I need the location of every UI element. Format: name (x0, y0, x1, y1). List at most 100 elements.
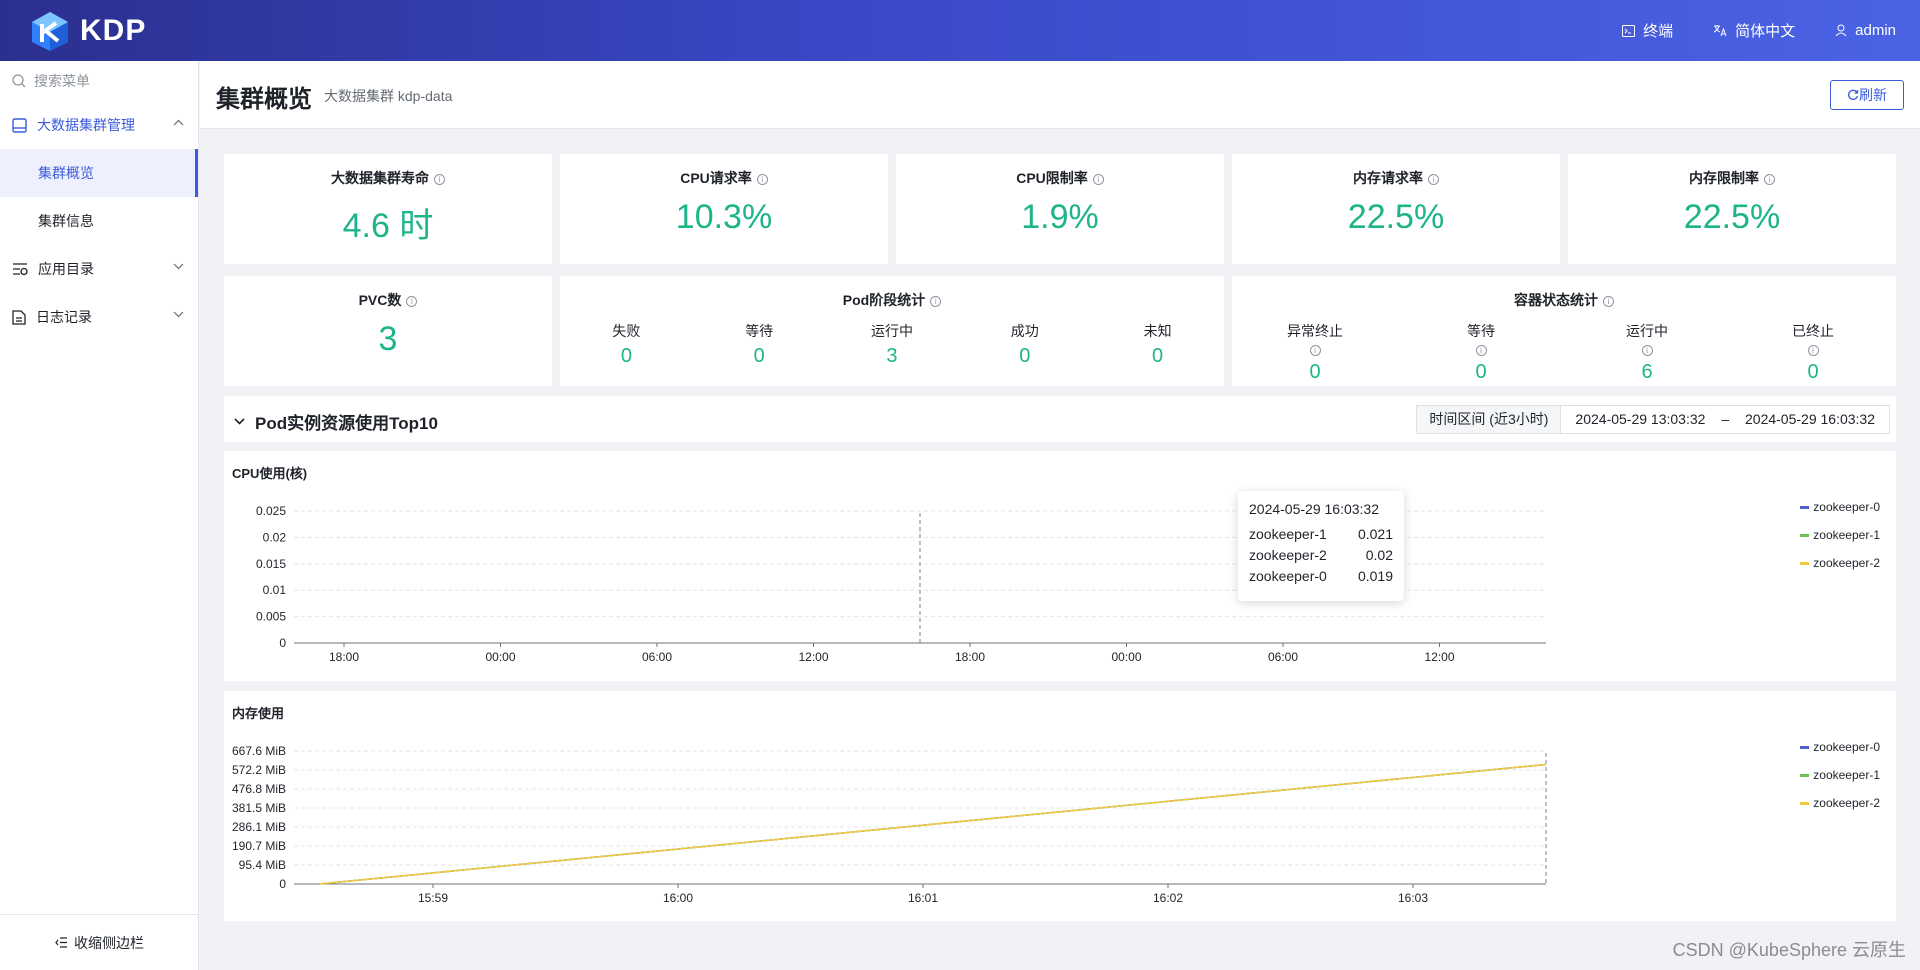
metric-card-memory-limit: 内存限制率 i 22.5% (1568, 154, 1896, 264)
page-header: 集群概览 大数据集群 kdp-data 刷新 (200, 61, 1920, 129)
legend-item[interactable]: zookeeper-1 (1800, 521, 1880, 549)
time-range-label[interactable]: 时间区间 (近3小时) (1417, 406, 1562, 433)
menu-group-app-catalog[interactable]: 应用目录 (0, 245, 198, 293)
info-icon[interactable]: i (756, 174, 768, 185)
menu-group-logs[interactable]: 日志记录 (0, 293, 198, 341)
legend-item[interactable]: zookeeper-2 (1800, 549, 1880, 577)
y-tick-label: 0.01 (263, 583, 287, 597)
y-tick-label: 190.7 MiB (232, 839, 286, 853)
refresh-label: 刷新 (1859, 87, 1887, 103)
sidebar-item-cluster-overview[interactable]: 集群概览 (0, 149, 198, 197)
user-label: admin (1855, 22, 1896, 39)
y-tick-label: 0.005 (256, 610, 286, 624)
legend-item[interactable]: zookeeper-0 (1800, 733, 1880, 761)
top10-title: Pod实例资源使用Top10 (255, 414, 438, 433)
y-tick-label: 0.025 (256, 504, 286, 518)
legend-label: zookeeper-2 (1813, 796, 1880, 810)
metric-value: 22.5% (1683, 198, 1781, 236)
stat-value: 0 (753, 345, 765, 367)
y-tick-label: 0 (279, 877, 286, 891)
metric-title: 容器状态统计 i (1232, 290, 1896, 310)
container-stat-waiting: 等待 i 0 (1426, 321, 1536, 384)
log-icon (12, 309, 26, 325)
time-range-value[interactable]: 2024-05-29 13:03:32 – 2024-05-29 16:03:3… (1561, 406, 1889, 433)
info-icon[interactable]: i (434, 174, 445, 185)
stat-label: 等待 (745, 323, 774, 339)
x-tick-label: 16:03 (1398, 891, 1428, 905)
stat-value: 0 (1152, 345, 1164, 367)
legend-item[interactable]: zookeeper-2 (1800, 789, 1880, 817)
menu-group-cluster-management[interactable]: 大数据集群管理 (0, 101, 198, 149)
stat-label: 运行中 (870, 323, 913, 339)
chevron-down-icon (173, 311, 184, 318)
metric-value: 4.6 时 (342, 207, 434, 245)
cluster-icon (12, 117, 27, 133)
legend-item[interactable]: zookeeper-0 (1800, 493, 1880, 521)
metric-card-pvc: PVC数 i 3 (224, 276, 552, 386)
sidebar-item-label: 集群概览 (38, 165, 94, 181)
legend-item[interactable]: zookeeper-1 (1800, 761, 1880, 789)
metric-title: PVC数 i (224, 290, 552, 310)
legend-label: zookeeper-2 (1813, 556, 1880, 570)
x-tick-label: 12:00 (798, 650, 828, 664)
menu-group-label: 日志记录 (36, 309, 92, 325)
sidebar: 大数据集群管理 集群概览 集群信息 应用目录 日志记录 收缩侧边栏 (0, 61, 199, 970)
tooltip-series-value: 0.02 (1365, 547, 1393, 563)
metric-card-cpu-request: CPU请求率 i 10.3% (560, 154, 888, 264)
stat-value: 0 (620, 345, 632, 367)
page-subtitle: 大数据集群 kdp-data (324, 88, 453, 104)
x-tick-label: 00:00 (1111, 650, 1141, 664)
collapse-icon (55, 937, 67, 948)
metric-value: 1.9% (1021, 198, 1099, 236)
stat-label: 运行中 (1626, 323, 1668, 339)
info-icon[interactable]: i (1092, 174, 1104, 185)
time-separator: – (1721, 411, 1730, 427)
cpu-usage-chart: 0.025 0.02 0.015 0.01 0.005 0 18:00 00:00 06:00 1… (256, 504, 1546, 664)
info-icon[interactable]: i (1428, 174, 1439, 185)
legend-label: zookeeper-0 (1813, 500, 1880, 514)
info-icon[interactable]: i (930, 296, 942, 307)
info-icon[interactable]: i (1475, 345, 1487, 356)
info-icon[interactable]: i (1807, 345, 1819, 356)
metric-title: 内存请求率 i (1232, 168, 1560, 188)
info-icon[interactable]: i (1603, 296, 1614, 307)
info-icon[interactable]: i (1309, 345, 1321, 356)
top10-toggle[interactable]: Pod实例资源使用Top10 (234, 409, 438, 434)
stat-value: 0 (1807, 361, 1819, 383)
pod-stat-failed: 失败 0 (571, 321, 681, 368)
language-button[interactable]: 简体中文 (1713, 20, 1795, 41)
collapse-sidebar-label: 收缩侧边栏 (74, 934, 144, 951)
refresh-button[interactable]: 刷新 (1830, 80, 1904, 110)
x-tick-label: 15:59 (418, 891, 448, 905)
pod-phase-card: Pod阶段统计 i 失败 0 等待 0 运行中 3 成功 0 未知 0 (560, 276, 1224, 386)
terminal-button[interactable]: 终端 (1622, 20, 1673, 41)
container-stat-running: 运行中 i 6 (1592, 321, 1702, 384)
info-icon[interactable]: i (406, 296, 418, 307)
y-tick-label: 476.8 MiB (232, 782, 286, 796)
sidebar-item-cluster-info[interactable]: 集群信息 (0, 197, 198, 245)
y-tick-label: 572.2 MiB (232, 763, 286, 777)
top-navbar: KDP 终端 简体中文 admin (0, 0, 1920, 61)
legend-swatch (1800, 801, 1810, 805)
y-tick-label: 0.02 (263, 530, 287, 544)
pod-top10-section-header: Pod实例资源使用Top10 时间区间 (近3小时) 2024-05-29 13… (224, 396, 1896, 442)
logo[interactable]: KDP (30, 10, 146, 52)
metric-value: 22.5% (1347, 198, 1445, 236)
chart-title: 内存使用 (232, 706, 285, 721)
sidebar-item-label: 集群信息 (38, 213, 94, 229)
time-range-picker: 时间区间 (近3小时) 2024-05-29 13:03:32 – 2024-0… (1416, 405, 1890, 434)
watermark: CSDN @KubeSphere 云原生 (1672, 940, 1906, 960)
tooltip-row: zookeeper-1 0.021 (1249, 526, 1393, 547)
memory-usage-chart-card: 内存使用 667.6 MiB 572.2 MiB 476.8 MiB 381.5 Mi… (224, 691, 1896, 921)
search-icon (12, 74, 26, 88)
user-menu[interactable]: admin (1835, 22, 1896, 39)
info-icon[interactable]: i (1764, 174, 1775, 185)
tooltip-series-value: 0.021 (1357, 526, 1393, 542)
collapse-sidebar-button[interactable]: 收缩侧边栏 (0, 914, 199, 970)
metric-value: 10.3% (675, 198, 773, 236)
y-tick-label: 286.1 MiB (232, 820, 286, 834)
page-title: 集群概览 (216, 86, 312, 113)
menu-search-input[interactable] (34, 73, 184, 89)
info-icon[interactable]: i (1641, 345, 1653, 356)
menu-group-label: 大数据集群管理 (37, 117, 135, 133)
